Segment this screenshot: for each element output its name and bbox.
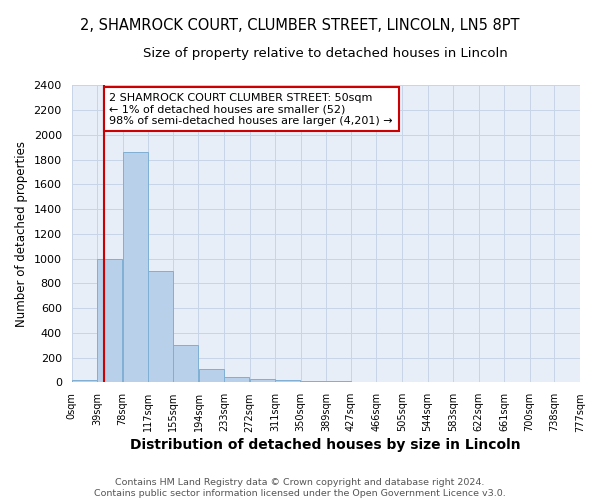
Title: Size of property relative to detached houses in Lincoln: Size of property relative to detached ho… — [143, 48, 508, 60]
Bar — [173, 345, 198, 383]
X-axis label: Distribution of detached houses by size in Lincoln: Distribution of detached houses by size … — [130, 438, 521, 452]
Bar — [148, 271, 173, 382]
Text: 2 SHAMROCK COURT CLUMBER STREET: 50sqm
← 1% of detached houses are smaller (52)
: 2 SHAMROCK COURT CLUMBER STREET: 50sqm ←… — [109, 92, 393, 126]
Text: Contains HM Land Registry data © Crown copyright and database right 2024.
Contai: Contains HM Land Registry data © Crown c… — [94, 478, 506, 498]
Bar — [250, 379, 275, 382]
Bar — [224, 377, 249, 382]
Bar — [97, 258, 122, 382]
Bar — [326, 381, 352, 382]
Bar — [123, 152, 148, 382]
Bar — [301, 381, 326, 382]
Text: 2, SHAMROCK COURT, CLUMBER STREET, LINCOLN, LN5 8PT: 2, SHAMROCK COURT, CLUMBER STREET, LINCO… — [80, 18, 520, 32]
Bar — [199, 369, 224, 382]
Bar — [275, 380, 301, 382]
Bar — [72, 380, 97, 382]
Y-axis label: Number of detached properties: Number of detached properties — [15, 141, 28, 327]
